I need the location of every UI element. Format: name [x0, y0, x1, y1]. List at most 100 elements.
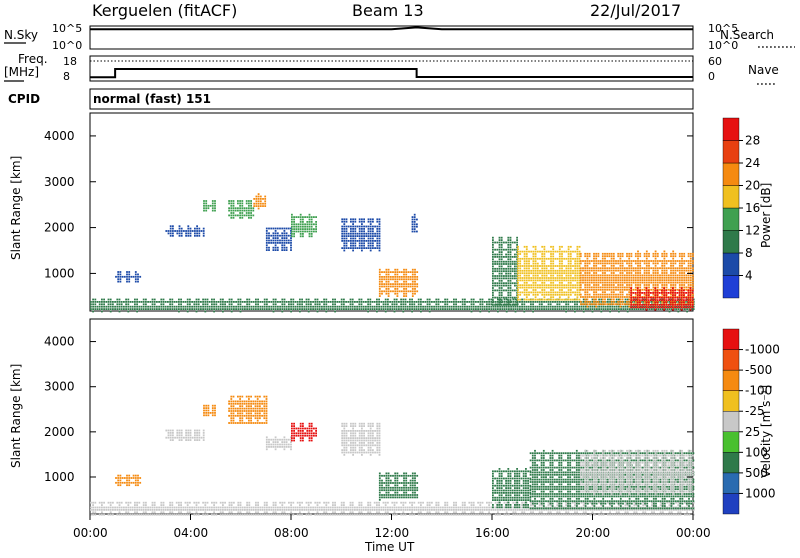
- power-panel-region-0: [317, 306, 319, 308]
- power-panel-region-0: [594, 308, 596, 310]
- velocity-panel-region-0: [398, 507, 400, 509]
- velocity-panel-region-0: [145, 507, 147, 509]
- power-panel-region-13: [668, 275, 670, 277]
- power-panel-region-13: [642, 279, 644, 281]
- power-panel-region-12: [539, 287, 541, 289]
- velocity-panel-region-0: [497, 514, 499, 516]
- power-panel-region-0: [90, 301, 92, 303]
- power-panel-region-0: [567, 308, 569, 310]
- power-panel-region-0: [275, 308, 277, 310]
- power-panel-region-0: [251, 308, 253, 310]
- velocity-panel-region-0: [200, 507, 202, 509]
- power-panel-region-0: [631, 308, 633, 310]
- velocity-panel-region-0: [438, 502, 440, 504]
- power-panel-region-13: [622, 253, 624, 255]
- power-panel-region-13: [635, 277, 637, 279]
- power-panel-region-0: [134, 301, 136, 303]
- velocity-panel-region-0: [266, 514, 268, 516]
- power-panel-region-0: [123, 306, 125, 308]
- power-panel-region-14: [663, 297, 665, 299]
- power-panel-region-0: [574, 306, 576, 308]
- power-panel-region-13: [690, 253, 692, 255]
- power-panel-region-13: [644, 284, 646, 286]
- power-panel-region-9: [401, 286, 403, 288]
- power-panel-region-8: [361, 240, 363, 242]
- power-panel-region-6: [268, 232, 270, 234]
- power-panel-region-0: [292, 306, 294, 308]
- power-panel-region-13: [688, 279, 690, 281]
- power-panel-region-0: [642, 308, 644, 310]
- velocity-panel-region-0: [464, 511, 466, 513]
- power-panel-region-0: [116, 306, 118, 308]
- power-panel-region-11: [505, 270, 507, 272]
- velocity-panel-region-0: [209, 507, 211, 509]
- power-panel-region-4: [239, 205, 241, 207]
- power-panel-region-12: [557, 292, 559, 294]
- freq-tick-bottom: 8: [63, 70, 70, 83]
- power-panel-region-12: [524, 294, 526, 296]
- power-panel-region-14: [643, 297, 645, 299]
- power-panel-region-9: [416, 290, 418, 292]
- power-panel-region-8: [376, 240, 378, 242]
- power-panel-region-0: [479, 301, 481, 303]
- power-panel-region-8: [363, 247, 365, 249]
- power-panel-region-0: [519, 306, 521, 308]
- power-panel-region-0: [255, 301, 257, 303]
- power-panel-region-0: [171, 308, 173, 310]
- power-panel-region-9: [394, 288, 396, 290]
- velocity-panel-region-0: [251, 507, 253, 509]
- power-panel-region-13: [679, 272, 681, 274]
- power-panel-region-0: [200, 301, 202, 303]
- velocity-panel-region-0: [515, 509, 517, 511]
- velocity-panel-region-0: [222, 511, 224, 513]
- velocity-panel-region-0: [365, 507, 367, 509]
- velocity-panel-region-0: [424, 514, 426, 516]
- velocity-panel-region-0: [611, 514, 613, 516]
- power-panel-region-13: [683, 279, 685, 281]
- power-panel-region-13: [604, 279, 606, 281]
- power-panel-region-0: [275, 303, 277, 305]
- velocity-panel-region-0: [473, 509, 475, 511]
- velocity-panel-region-0: [229, 504, 231, 506]
- velocity-panel-region-0: [101, 511, 103, 513]
- power-panel-region-11: [501, 273, 503, 275]
- power-panel-region-0: [350, 306, 352, 308]
- power-panel-region-12: [552, 258, 554, 260]
- power-panel-region-13: [609, 270, 611, 272]
- power-panel-region-12: [533, 299, 535, 301]
- velocity-panel-region-0: [369, 507, 371, 509]
- power-panel-region-13: [620, 306, 622, 308]
- power-panel-region-13: [611, 277, 613, 279]
- power-panel-region-0: [288, 301, 290, 303]
- power-panel-region-6: [281, 242, 283, 244]
- power-panel-region-11: [512, 256, 514, 258]
- power-panel-region-12: [535, 253, 537, 255]
- power-panel-region-14: [648, 302, 650, 304]
- power-panel-region-12: [561, 251, 563, 253]
- power-panel-region-14: [687, 294, 689, 296]
- power-panel-region-10: [414, 231, 416, 233]
- power-panel-region-0: [387, 306, 389, 308]
- velocity-panel-region-0: [552, 514, 554, 516]
- power-panel-region-13: [584, 270, 586, 272]
- power-panel-region-0: [539, 308, 541, 310]
- power-panel-region-13: [620, 289, 622, 291]
- power-panel-region-12: [524, 246, 526, 248]
- velocity-panel-region-0: [169, 507, 171, 509]
- power-panel-region-6: [279, 242, 281, 244]
- power-panel-region-1: [117, 278, 119, 280]
- power-panel-region-0: [389, 301, 391, 303]
- power-panel-region-12: [570, 253, 572, 255]
- power-panel-region-0: [400, 299, 402, 301]
- power-panel-region-0: [416, 308, 418, 310]
- power-panel-region-8: [350, 230, 352, 232]
- power-panel-region-11: [505, 290, 507, 292]
- power-panel-region-0: [310, 303, 312, 305]
- velocity-panel-region-0: [204, 509, 206, 511]
- power-panel-region-13: [644, 272, 646, 274]
- power-panel-region-13: [626, 267, 628, 269]
- power-panel-region-0: [367, 308, 369, 310]
- power-panel-region-13: [609, 287, 611, 289]
- power-panel-region-0: [354, 306, 356, 308]
- power-panel-region-4: [250, 217, 252, 219]
